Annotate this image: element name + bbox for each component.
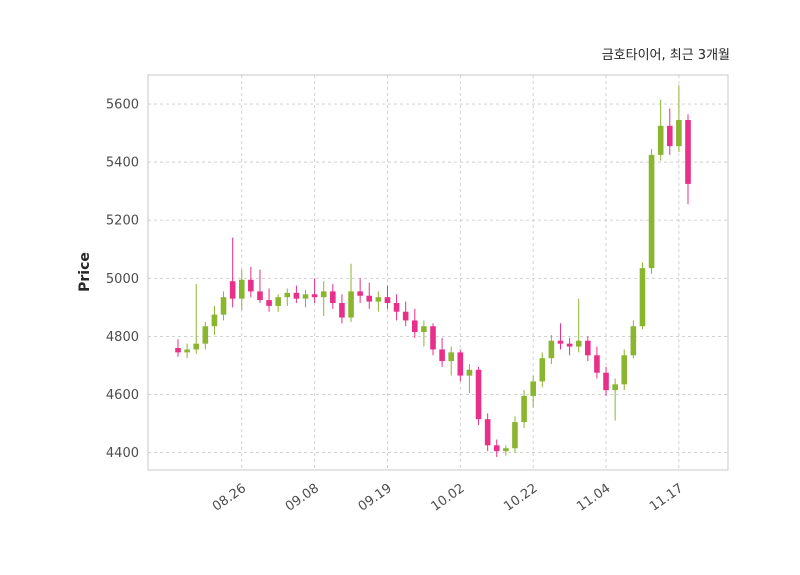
svg-text:4800: 4800 [106, 330, 139, 345]
svg-text:10.22: 10.22 [501, 481, 540, 515]
svg-text:5600: 5600 [106, 98, 139, 113]
svg-text:5000: 5000 [106, 272, 139, 287]
svg-text:09.19: 09.19 [356, 481, 395, 515]
svg-text:4600: 4600 [106, 388, 139, 403]
svg-text:5200: 5200 [106, 214, 139, 229]
svg-text:10.02: 10.02 [429, 481, 468, 515]
chart-title: 금호타이어, 최근 3개월 [601, 48, 730, 63]
svg-text:11.04: 11.04 [574, 481, 613, 515]
svg-text:08.26: 08.26 [210, 481, 249, 515]
svg-text:5400: 5400 [106, 156, 139, 171]
svg-text:4400: 4400 [106, 446, 139, 461]
svg-text:09.08: 09.08 [283, 481, 322, 515]
svg-text:11.17: 11.17 [647, 481, 686, 515]
